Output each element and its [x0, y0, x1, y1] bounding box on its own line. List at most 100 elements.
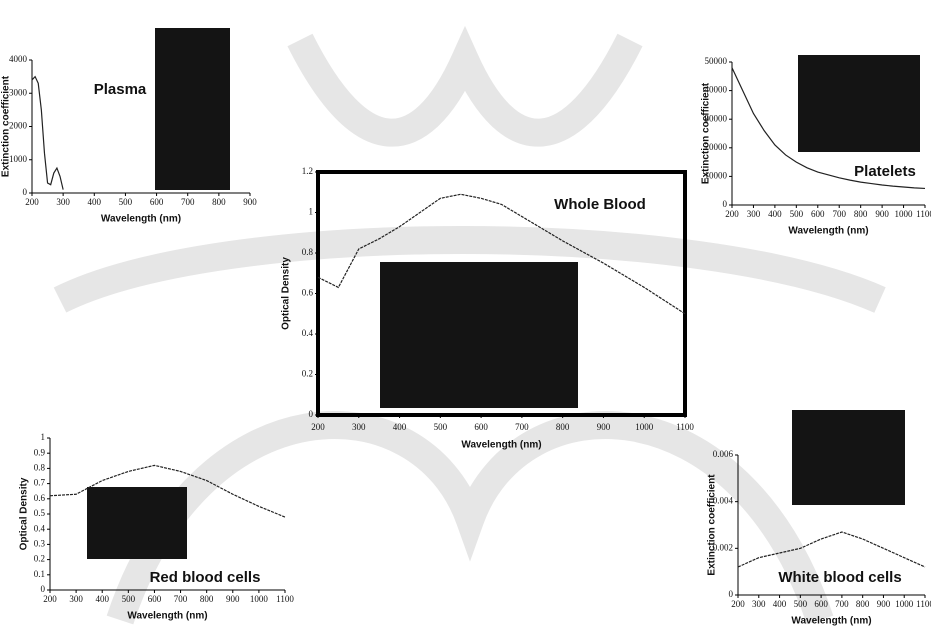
y-tick-label: 0 — [23, 187, 28, 197]
x-tick-label: 600 — [474, 422, 488, 432]
x-tick-label: 200 — [731, 599, 745, 609]
x-tick-label: 500 — [119, 197, 133, 207]
x-tick-label: 500 — [794, 599, 808, 609]
x-tick-label: 400 — [95, 594, 109, 604]
x-axis-label: Wavelength (nm) — [127, 611, 207, 622]
y-tick-label: 0.1 — [34, 569, 45, 579]
y-tick-label: 0.8 — [34, 462, 46, 472]
x-tick-label: 800 — [212, 197, 226, 207]
y-tick-label: 50000 — [705, 56, 728, 66]
x-tick-label: 900 — [243, 197, 257, 207]
x-tick-label: 300 — [352, 422, 366, 432]
y-tick-label: 0.3 — [34, 538, 46, 548]
x-tick-label: 700 — [835, 599, 849, 609]
y-tick-label: 0 — [309, 409, 314, 419]
y-tick-label: 1000 — [9, 154, 28, 164]
y-tick-label: 0.5 — [34, 508, 46, 518]
y-tick-label: 0.2 — [34, 554, 45, 564]
x-tick-label: 1100 — [916, 209, 931, 219]
x-tick-label: 1100 — [276, 594, 294, 604]
y-tick-label: 0.8 — [302, 247, 314, 257]
x-tick-label: 700 — [174, 594, 188, 604]
x-axis-label: Wavelength (nm) — [791, 616, 871, 627]
x-tick-label: 900 — [875, 209, 889, 219]
inset-photo — [798, 55, 920, 152]
x-tick-label: 400 — [768, 209, 782, 219]
y-axis-label: Optical Density — [281, 257, 292, 330]
x-tick-label: 1000 — [895, 209, 914, 219]
x-tick-label: 700 — [515, 422, 529, 432]
x-tick-label: 200 — [43, 594, 57, 604]
x-tick-label: 300 — [56, 197, 70, 207]
x-tick-label: 200 — [25, 197, 39, 207]
x-tick-label: 400 — [773, 599, 787, 609]
y-tick-label: 1.2 — [302, 166, 313, 176]
x-tick-label: 300 — [69, 594, 83, 604]
y-tick-label: 1 — [41, 432, 46, 442]
x-tick-label: 600 — [148, 594, 162, 604]
y-tick-label: 0.6 — [302, 288, 314, 298]
chart-title: Whole Blood — [554, 196, 646, 213]
x-tick-label: 500 — [790, 209, 804, 219]
x-tick-label: 600 — [811, 209, 825, 219]
x-tick-label: 700 — [832, 209, 846, 219]
chart-title: Plasma — [94, 81, 147, 98]
y-tick-label: 0.006 — [713, 449, 734, 459]
x-tick-label: 800 — [200, 594, 214, 604]
x-tick-label: 700 — [181, 197, 195, 207]
y-tick-label: 0.9 — [34, 447, 46, 457]
x-tick-label: 400 — [393, 422, 407, 432]
x-tick-label: 500 — [434, 422, 448, 432]
x-tick-label: 400 — [88, 197, 102, 207]
x-axis-label: Wavelength (nm) — [101, 214, 181, 225]
y-tick-label: 0 — [41, 584, 46, 594]
y-tick-label: 0.2 — [302, 369, 313, 379]
x-tick-label: 200 — [725, 209, 739, 219]
x-axis-label: Wavelength (nm) — [788, 226, 868, 237]
x-tick-label: 900 — [597, 422, 611, 432]
series-line — [32, 77, 63, 190]
chart-title: Red blood cells — [150, 569, 261, 586]
x-tick-label: 900 — [877, 599, 891, 609]
y-tick-label: 0 — [729, 589, 734, 599]
x-axis-label: Wavelength (nm) — [461, 440, 541, 451]
panel: 2003004005006007008009001000110001000020… — [701, 55, 931, 237]
y-tick-label: 0.4 — [34, 523, 46, 533]
chart-title: White blood cells — [778, 569, 901, 586]
x-tick-label: 600 — [814, 599, 828, 609]
inset-photo — [87, 487, 187, 559]
y-tick-label: 0 — [723, 199, 728, 209]
x-tick-label: 1100 — [916, 599, 931, 609]
inset-photo — [155, 28, 230, 190]
x-tick-label: 900 — [226, 594, 240, 604]
chart-title: Platelets — [854, 163, 916, 180]
x-tick-label: 1000 — [895, 599, 914, 609]
y-tick-label: 0.6 — [34, 493, 46, 503]
y-axis-label: Extinction coefficient — [1, 75, 12, 177]
x-tick-label: 800 — [556, 422, 570, 432]
panel: 200 300 400 500 600 700 800 900 1000 1100 0 0.2 0.4 0… — [281, 166, 695, 451]
y-tick-label: 4000 — [9, 54, 28, 64]
y-tick-label: 0.7 — [34, 478, 46, 488]
x-tick-label: 300 — [747, 209, 761, 219]
x-tick-label: 500 — [122, 594, 136, 604]
inset-photo — [792, 410, 905, 505]
y-tick-label: 2000 — [9, 121, 28, 131]
x-tick-label: 800 — [854, 209, 868, 219]
panel: 200 300 400 500 600 700 800 900 0 1000 2000 3000 400… — [1, 28, 258, 225]
y-axis-label: Optical Density — [19, 477, 30, 550]
y-tick-label: 0.4 — [302, 328, 314, 338]
x-tick-label: 1000 — [635, 422, 654, 432]
figure: 2003004005006007008009000100020003000400… — [0, 0, 931, 633]
x-tick-label: 1100 — [676, 422, 694, 432]
y-axis-label: Extinction coefficient — [701, 82, 712, 184]
y-tick-label: 3000 — [9, 87, 28, 97]
x-tick-label: 800 — [856, 599, 870, 609]
y-tick-label: 1 — [309, 207, 314, 217]
x-tick-label: 600 — [150, 197, 164, 207]
x-tick-label: 1000 — [250, 594, 269, 604]
x-tick-label: 300 — [752, 599, 766, 609]
inset-photo — [380, 262, 578, 408]
x-tick-label: 200 — [311, 422, 325, 432]
y-axis-label: Extinction coefficient — [707, 474, 718, 576]
